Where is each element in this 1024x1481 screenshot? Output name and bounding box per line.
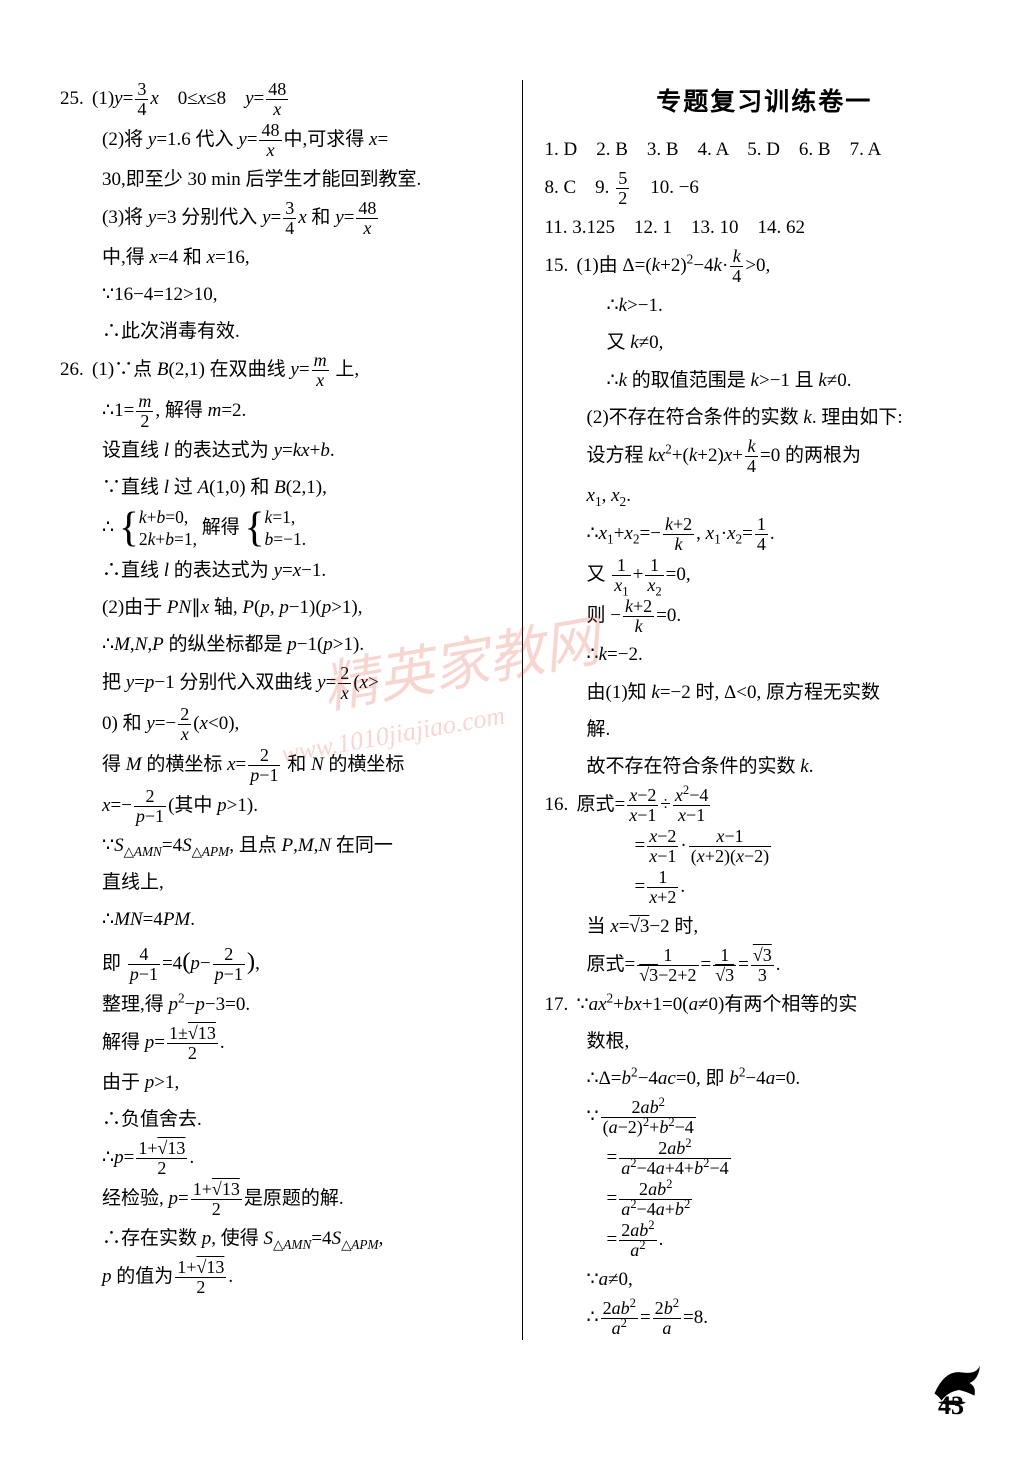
q15-line2: ∴k>−1. bbox=[545, 288, 985, 323]
page-content: 25.(1)y=34x 0≤x≤8 y=48x (2)将 y=1.6 代入 y=… bbox=[0, 0, 1024, 1380]
q17-line5: =2ab2a2−4a+4+b2−4 bbox=[545, 1139, 985, 1178]
q15-line12: 由(1)知 k=−2 时, Δ<0, 原方程无实数 bbox=[545, 675, 985, 710]
q25-line7: ∴此次消毒有效. bbox=[60, 314, 500, 349]
q16-line1: 16.原式=x−2x−1÷x2−4x−1 bbox=[545, 786, 985, 825]
q25-line6: ∵16−4=12>10, bbox=[60, 277, 500, 312]
q26-line4: ∵直线 l 过 A(1,0) 和 B(2,1), bbox=[60, 470, 500, 505]
answers-row-2: 8. C 9. 52 10. −6 bbox=[545, 169, 985, 208]
q17-line4: ∵2ab2(a−2)2+b2−4 bbox=[545, 1098, 985, 1137]
q26-line6: ∴直线 l 的表达式为 y=x−1. bbox=[60, 553, 500, 588]
q15-line9: 又 1x1+1x2=0, bbox=[545, 556, 985, 595]
q15-line13: 解. bbox=[545, 712, 985, 747]
q26-line12: x=−2p−1(其中 p>1). bbox=[60, 787, 500, 826]
q26-line23: ∴存在实数 p, 使得 S△AMN=4S△APM, bbox=[60, 1221, 500, 1256]
q16-line3: =1x+2. bbox=[545, 868, 985, 907]
q15-line4: ∴k 的取值范围是 k>−1 且 k≠0. bbox=[545, 363, 985, 398]
q26-line24: p 的值为1+√132. bbox=[60, 1258, 500, 1297]
q17-line1: 17.∵ax2+bx+1=0(a≠0)有两个相等的实 bbox=[545, 987, 985, 1022]
q26-line17: 整理,得 p2−p−3=0. bbox=[60, 987, 500, 1022]
q17-line6: =2ab2a2−4a+b2 bbox=[545, 1180, 985, 1219]
q25-line5: 中,得 x=4 和 x=16, bbox=[60, 240, 500, 275]
right-column: 专题复习训练卷一 1. D 2. B 3. B 4. A 5. D 6. B 7… bbox=[523, 80, 985, 1340]
q26-line15: ∴MN=4PM. bbox=[60, 902, 500, 937]
q25-line4: (3)将 y=3 分别代入 y=34x 和 y=48x bbox=[60, 199, 500, 238]
q17-line9: ∴2ab2a2=2b2a=8. bbox=[545, 1299, 985, 1338]
q26-line9: 把 y=p−1 分别代入双曲线 y=2x(x> bbox=[60, 664, 500, 703]
q15-line10: 则 −k+2k=0. bbox=[545, 597, 985, 636]
q26-line3: 设直线 l 的表达式为 y=kx+b. bbox=[60, 433, 500, 468]
q26-line20: ∴负值舍去. bbox=[60, 1102, 500, 1137]
q26-line16: 即 4p−1=4(p−2p−1), bbox=[60, 939, 500, 985]
answers-row-3: 11. 3.125 12. 1 13. 10 14. 62 bbox=[545, 210, 985, 245]
left-column: 25.(1)y=34x 0≤x≤8 y=48x (2)将 y=1.6 代入 y=… bbox=[60, 80, 523, 1340]
q26-line19: 由于 p>1, bbox=[60, 1065, 500, 1100]
q16-line2: =x−2x−1·x−1(x+2)(x−2) bbox=[545, 827, 985, 866]
q16-line5: 原式=1√3−2+2=1√3=√33. bbox=[545, 946, 985, 985]
q17-line8: ∵a≠0, bbox=[545, 1262, 985, 1297]
q26-line1: 26.(1)∵点 B(2,1) 在双曲线 y=mx 上, bbox=[60, 351, 500, 390]
q26-line14: 直线上, bbox=[60, 865, 500, 900]
q15-line5: (2)不存在符合条件的实数 k. 理由如下: bbox=[545, 400, 985, 435]
q26-line22: 经检验, p=1+√132是原题的解. bbox=[60, 1180, 500, 1219]
q15-line8: ∴x1+x2=−k+2k, x1·x2=14. bbox=[545, 515, 985, 554]
q26-line21: ∴p=1+√132. bbox=[60, 1139, 500, 1178]
qnum-26: 26. bbox=[60, 352, 92, 387]
q17-line7: =2ab2a2. bbox=[545, 1221, 985, 1260]
q26-line11: 得 M 的横坐标 x=2p−1 和 N 的横坐标 bbox=[60, 746, 500, 785]
answers-row-1: 1. D 2. B 3. B 4. A 5. D 6. B 7. A bbox=[545, 132, 985, 167]
q26-line13: ∵S△AMN=4S△APM, 且点 P,M,N 在同一 bbox=[60, 828, 500, 863]
q26-line2: ∴1=m2, 解得 m=2. bbox=[60, 392, 500, 431]
section-title: 专题复习训练卷一 bbox=[545, 80, 985, 126]
q15-line11: ∴k=−2. bbox=[545, 637, 985, 672]
q15-line14: 故不存在符合条件的实数 k. bbox=[545, 749, 985, 784]
q15-line7: x1, x2. bbox=[545, 478, 985, 513]
q26-line10: 0) 和 y=−2x(x<0), bbox=[60, 705, 500, 744]
page-number: 43 bbox=[938, 1391, 964, 1421]
qnum-25: 25. bbox=[60, 81, 92, 116]
q26-line8: ∴M,N,P 的纵坐标都是 p−1(p>1). bbox=[60, 627, 500, 662]
q25-line1: 25.(1)y=34x 0≤x≤8 y=48x bbox=[60, 80, 500, 119]
q26-line7: (2)由于 PN∥x 轴, P(p, p−1)(p>1), bbox=[60, 590, 500, 625]
q26-line18: 解得 p=1±√132. bbox=[60, 1024, 500, 1063]
q16-line4: 当 x=√3−2 时, bbox=[545, 909, 985, 944]
q17-line2: 数根, bbox=[545, 1024, 985, 1059]
q15-line1: 15.(1)由 Δ=(k+2)2−4k·k4>0, bbox=[545, 247, 985, 286]
q15-line6: 设方程 kx2+(k+2)x+k4=0 的两根为 bbox=[545, 437, 985, 476]
q25-line3: 30,即至少 30 min 后学生才能回到教室. bbox=[60, 162, 500, 197]
q17-line3: ∴Δ=b2−4ac=0, 即 b2−4a=0. bbox=[545, 1061, 985, 1096]
q15-line3: 又 k≠0, bbox=[545, 325, 985, 360]
q25-line2: (2)将 y=1.6 代入 y=48x中,可求得 x= bbox=[60, 121, 500, 160]
q26-line5: ∴ {k+b=0,2k+b=1, 解得 {k=1,b=−1. bbox=[60, 507, 500, 551]
